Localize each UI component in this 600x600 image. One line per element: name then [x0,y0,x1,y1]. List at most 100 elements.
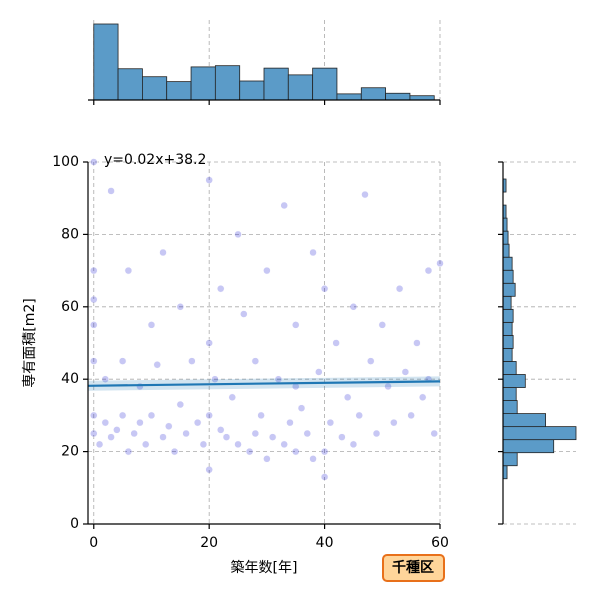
histogram-bar [502,452,518,467]
histogram-bar [409,95,435,101]
scatter-point [147,411,156,420]
scatter-point [309,455,317,463]
scatter-point [118,411,127,420]
scatter-point [372,429,381,438]
y-tick-label: 0 [70,516,79,532]
scatter-point [343,393,352,402]
scatter-point [291,447,300,456]
scatter-point [216,284,225,293]
scatter-point [159,433,167,441]
histogram-bar [502,465,508,480]
scatter-point [234,440,242,449]
histogram-bar [502,217,508,232]
regression-line [87,380,441,387]
scatter-point [176,400,185,409]
scatter-point [90,411,98,420]
scatter-point [124,447,133,456]
scatter-point [193,418,202,427]
histogram-bar [263,67,289,101]
y-tick-label: 60 [61,299,79,315]
scatter-point [90,158,98,166]
histogram-bar [93,23,119,101]
badge-box [382,554,445,582]
scatter-point [413,339,421,347]
scatter-point [303,429,312,438]
histogram-bar [502,374,526,388]
scatter-point [205,176,213,184]
scatter-point [130,429,138,438]
scatter-point [147,321,156,329]
scatter-point [159,248,167,257]
scatter-point [101,418,110,427]
scatter-point [355,411,363,420]
scatter-point [297,404,306,412]
histogram-bar [117,68,143,101]
histogram-bar [502,308,514,323]
histogram-bar [385,92,411,101]
scatter-point [263,455,271,463]
scatter-point [251,429,260,438]
scatter-point [320,473,329,481]
scatter-point [280,440,288,449]
scatter-point [113,426,121,434]
scatter-point [245,447,254,456]
scatter-point [176,303,185,311]
histogram-bar [502,439,555,454]
scatter-point [222,433,231,441]
x-tick-label: 20 [200,535,218,551]
scatter-point [395,284,404,293]
scatter-point [136,418,144,427]
scatter-point [188,357,196,365]
scatter-point [182,429,190,438]
histogram-bar [502,243,510,258]
histogram-bar [214,65,241,101]
x-tick-label: 0 [89,535,98,551]
scatter-point [101,375,110,383]
scatter-point [118,357,127,365]
y-axis-label: 専有面積[m2] [22,298,38,387]
scatter-point [199,440,208,449]
histogram-bar [502,334,514,349]
y-tick-label: 100 [52,154,79,170]
scatter-point [326,418,335,427]
scatter-point [418,393,427,402]
histogram-bar [502,413,546,428]
histogram-bar [239,80,265,101]
scatter-point [436,259,444,268]
scatter-point [240,310,248,318]
scatter-point [205,339,213,347]
scatter-point [216,426,225,434]
scatter-point [268,433,277,441]
scatter-point [320,284,329,293]
scatter-point [170,447,179,456]
scatter-point [205,411,213,420]
scatter-point [407,411,415,420]
histogram-bar [360,87,386,101]
scatter-point [107,187,115,195]
scatter-point [291,321,300,329]
scatter-point [90,357,98,365]
scatter-point [107,433,115,441]
regression-label: y=0.02x+38.2 [104,152,206,168]
scatter-point [141,440,150,449]
scatter-point [349,440,358,449]
scatter-point [309,248,317,257]
scatter-point [424,266,433,275]
histogram-bar [502,230,509,245]
scatter-point [338,433,346,441]
scatter-point [251,357,260,365]
histogram-bar [287,74,314,101]
histogram-bar [502,295,512,310]
scatter-point [234,230,242,239]
scatter-point [90,295,98,304]
scatter-point [95,440,104,449]
scatter-point [90,429,98,438]
scatter-point [315,368,323,376]
scatter-point [124,266,133,275]
y-tick-label: 20 [61,444,79,460]
histogram-bar [502,400,518,414]
badge: 千種区 [392,559,434,576]
scatter-point [430,429,438,438]
scatter-point [332,339,340,347]
